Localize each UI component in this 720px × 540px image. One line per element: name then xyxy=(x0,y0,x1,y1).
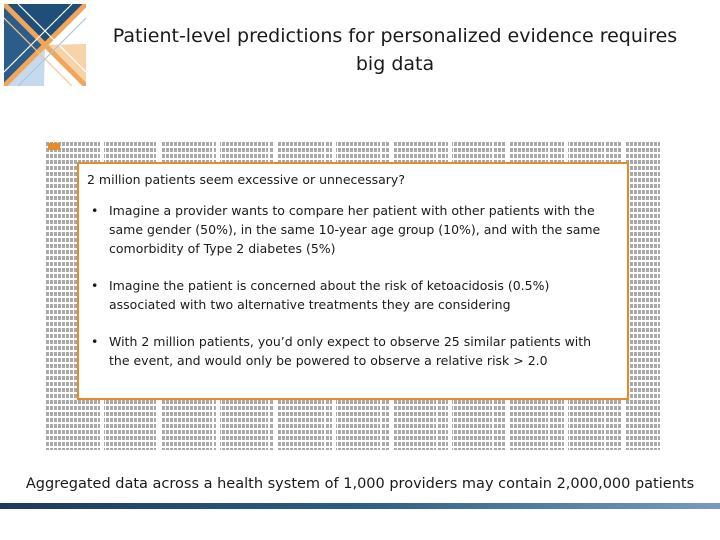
bullet-mark: • xyxy=(91,203,99,218)
callout-box: 2 million patients seem excessive or unn… xyxy=(77,162,629,400)
ohdsi-logo xyxy=(2,2,88,88)
list-item: • Imagine the patient is concerned about… xyxy=(87,276,619,314)
bullet-mark: • xyxy=(91,278,99,293)
callout-heading: 2 million patients seem excessive or unn… xyxy=(87,172,405,187)
page-title: Patient-level predictions for personaliz… xyxy=(112,25,678,75)
highlighted-patient-cell xyxy=(48,143,60,150)
bullet-mark: • xyxy=(91,334,99,349)
list-item: • Imagine a provider wants to compare he… xyxy=(87,201,619,258)
caption: Aggregated data across a health system o… xyxy=(25,476,695,492)
bullet-text: Imagine a provider wants to compare her … xyxy=(109,203,601,256)
list-item: • With 2 million patients, you’d only ex… xyxy=(87,332,619,370)
bullet-text: With 2 million patients, you’d only expe… xyxy=(109,334,592,368)
bullet-list: • Imagine a provider wants to compare he… xyxy=(87,201,619,370)
bullet-text: Imagine the patient is concerned about t… xyxy=(109,278,550,312)
footer-bar xyxy=(0,503,720,509)
